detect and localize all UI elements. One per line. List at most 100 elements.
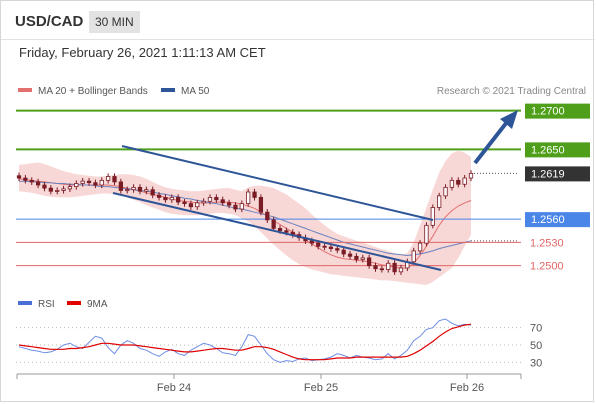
rsi-tick-label: 70	[530, 323, 542, 335]
candle	[443, 186, 448, 197]
candle	[67, 186, 73, 190]
credit-text: Research © 2021 Trading Central	[437, 86, 586, 97]
rsi-ma-legend-label: 9MA	[87, 299, 108, 310]
candle	[35, 181, 41, 186]
rsi-ma-line	[18, 323, 472, 361]
ma50-legend-label: MA 50	[181, 86, 210, 97]
candle	[367, 257, 372, 267]
rsi-legend-swatch	[18, 301, 32, 305]
candle	[252, 191, 257, 198]
ma50-line	[19, 180, 472, 257]
candle	[360, 257, 365, 260]
candle	[284, 230, 289, 233]
x-tick-label: Feb 26	[450, 382, 484, 394]
candle	[118, 181, 123, 191]
candle	[99, 179, 104, 186]
header-bar: USD/CAD 30 MIN	[1, 1, 595, 40]
rsi-tick-label: 50	[530, 340, 542, 352]
candle	[309, 240, 314, 244]
candle	[386, 262, 391, 270]
candle	[188, 203, 194, 208]
channel-upper-line	[121, 145, 434, 221]
price-panel: 1.2700 1.2650 1.2619 1.2560 1.2530 1.2500	[16, 103, 590, 285]
candle	[468, 172, 474, 179]
candle	[163, 197, 168, 201]
candle	[373, 265, 378, 270]
projection-arrow	[473, 120, 509, 165]
candle	[398, 267, 404, 273]
candle	[462, 177, 467, 185]
candle	[328, 246, 334, 249]
candle	[354, 255, 359, 260]
candle	[341, 249, 346, 255]
symbol-title: USD/CAD	[15, 13, 84, 30]
resistance-level-label: 1.2650	[531, 144, 565, 156]
support-label-box	[525, 212, 590, 228]
resistance-label-box	[525, 142, 590, 158]
candle	[61, 188, 66, 191]
candle	[226, 202, 232, 206]
ma20-legend-swatch	[18, 88, 32, 92]
support-level-label: 1.2560	[531, 214, 565, 226]
candle	[176, 197, 181, 203]
candle	[182, 201, 187, 205]
rsi-legend-label: RSI	[38, 299, 55, 310]
candle	[86, 180, 92, 184]
candle	[55, 190, 60, 192]
candle	[112, 176, 117, 183]
candle	[131, 186, 136, 191]
projection-arrow-head	[500, 110, 518, 129]
candle	[23, 177, 28, 181]
ma20-legend-label: MA 20 + Bollinger Bands	[38, 86, 148, 97]
x-tick-label: Feb 25	[304, 382, 338, 394]
timeframe-badge[interactable]: 30 MIN	[89, 11, 140, 33]
ma50-legend-swatch	[161, 88, 175, 92]
candle	[207, 197, 213, 202]
candle	[277, 228, 283, 232]
minor-support-label: 1.2530	[530, 237, 564, 249]
candle	[137, 186, 143, 192]
resistance-label-box	[525, 103, 590, 119]
candle	[201, 200, 206, 204]
candle	[335, 248, 340, 251]
candle	[239, 203, 244, 210]
candle	[411, 250, 416, 263]
bollinger-band	[19, 150, 471, 285]
resistance-level-label: 1.2700	[531, 106, 565, 118]
x-tick-label: Feb 24	[157, 382, 191, 394]
candle	[195, 202, 200, 208]
candle	[156, 194, 162, 198]
candle	[169, 197, 174, 201]
candle	[42, 184, 47, 189]
candle	[233, 204, 238, 210]
candle	[430, 207, 435, 226]
rsi-panel: 70 50 30	[16, 318, 542, 369]
candle	[392, 262, 397, 273]
candle	[16, 175, 22, 179]
candle	[265, 211, 270, 221]
channel-lower-line	[112, 192, 442, 271]
candle	[417, 242, 423, 252]
candle	[74, 183, 79, 187]
candle	[150, 189, 155, 196]
candle	[48, 187, 53, 192]
candle	[271, 219, 276, 229]
candle	[322, 245, 327, 248]
candle	[214, 197, 219, 201]
candle	[379, 268, 384, 271]
candle	[29, 179, 34, 183]
candle	[93, 182, 98, 186]
candle	[316, 242, 321, 247]
candle	[437, 195, 442, 208]
candle	[125, 189, 130, 192]
rsi-tick-label: 30	[530, 357, 542, 369]
current-price-box	[525, 166, 590, 182]
minor-support-label: 1.2500	[530, 261, 564, 273]
candle	[258, 197, 264, 213]
rsi-ma-legend-swatch	[67, 301, 81, 305]
current-price-label: 1.2619	[531, 168, 565, 180]
candle	[246, 191, 251, 205]
candle	[456, 179, 461, 185]
